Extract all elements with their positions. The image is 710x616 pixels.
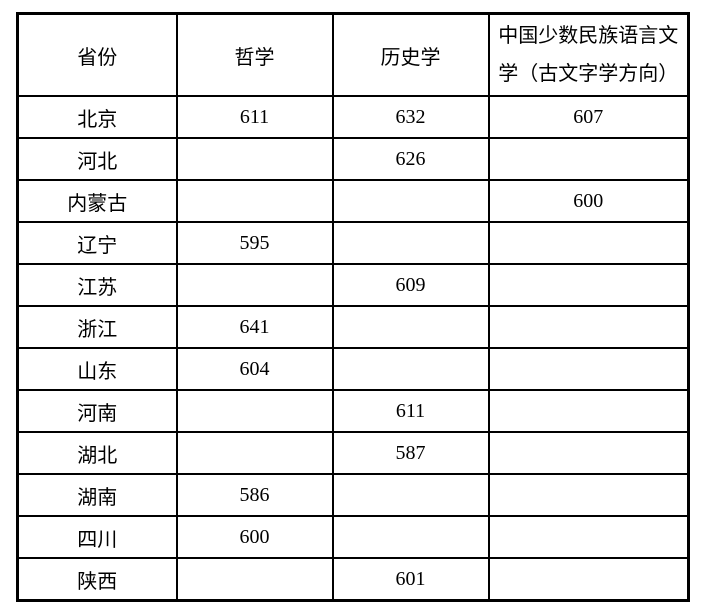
cell-minority [487, 389, 690, 433]
cell-province: 江苏 [16, 263, 178, 307]
cell-province: 四川 [16, 515, 178, 559]
table-row: 河北 626 [16, 137, 690, 181]
cell-minority [487, 305, 690, 349]
cell-history [331, 179, 490, 223]
cell-philosophy: 641 [175, 305, 334, 349]
cell-history [331, 221, 490, 265]
cell-minority [487, 557, 690, 602]
cell-minority [487, 137, 690, 181]
cell-philosophy: 586 [175, 473, 334, 517]
cell-history: 611 [331, 389, 490, 433]
cell-philosophy: 611 [175, 95, 334, 139]
header-cell-philosophy: 哲学 [175, 12, 334, 97]
table-row: 陕西 601 [16, 557, 690, 602]
cell-philosophy [175, 389, 334, 433]
header-cell-history: 历史学 [331, 12, 490, 97]
cell-minority [487, 515, 690, 559]
table-row: 内蒙古 600 [16, 179, 690, 223]
cell-province: 浙江 [16, 305, 178, 349]
cell-history [331, 473, 490, 517]
cell-province: 陕西 [16, 557, 178, 602]
header-cell-province: 省份 [16, 12, 178, 97]
table-row: 江苏 609 [16, 263, 690, 307]
cell-philosophy: 604 [175, 347, 334, 391]
cell-province: 山东 [16, 347, 178, 391]
cell-province: 北京 [16, 95, 178, 139]
cell-history: 609 [331, 263, 490, 307]
cell-history: 601 [331, 557, 490, 602]
cell-philosophy [175, 137, 334, 181]
cell-minority [487, 263, 690, 307]
table-row: 辽宁 595 [16, 221, 690, 265]
cell-philosophy [175, 431, 334, 475]
cell-history: 587 [331, 431, 490, 475]
table-row: 湖北 587 [16, 431, 690, 475]
cell-history: 632 [331, 95, 490, 139]
table-row: 河南 611 [16, 389, 690, 433]
cell-minority [487, 473, 690, 517]
cell-history: 626 [331, 137, 490, 181]
cell-philosophy: 600 [175, 515, 334, 559]
cell-history [331, 305, 490, 349]
cell-philosophy: 595 [175, 221, 334, 265]
cell-philosophy [175, 179, 334, 223]
cell-province: 湖南 [16, 473, 178, 517]
score-table: 省份 哲学 历史学 中国少数民族语言文学（古文字学方向） 北京 611 632 … [16, 12, 690, 602]
cell-minority [487, 431, 690, 475]
table-row: 浙江 641 [16, 305, 690, 349]
cell-history [331, 515, 490, 559]
cell-minority [487, 347, 690, 391]
cell-province: 内蒙古 [16, 179, 178, 223]
cell-minority: 607 [487, 95, 690, 139]
header-row: 省份 哲学 历史学 中国少数民族语言文学（古文字学方向） [16, 12, 690, 97]
table-row: 四川 600 [16, 515, 690, 559]
table-row: 山东 604 [16, 347, 690, 391]
cell-philosophy [175, 557, 334, 602]
cell-province: 河南 [16, 389, 178, 433]
cell-philosophy [175, 263, 334, 307]
cell-province: 湖北 [16, 431, 178, 475]
cell-province: 河北 [16, 137, 178, 181]
cell-minority [487, 221, 690, 265]
header-cell-minority: 中国少数民族语言文学（古文字学方向） [487, 12, 690, 97]
cell-province: 辽宁 [16, 221, 178, 265]
cell-history [331, 347, 490, 391]
cell-minority: 600 [487, 179, 690, 223]
table-row: 湖南 586 [16, 473, 690, 517]
table-row: 北京 611 632 607 [16, 95, 690, 139]
